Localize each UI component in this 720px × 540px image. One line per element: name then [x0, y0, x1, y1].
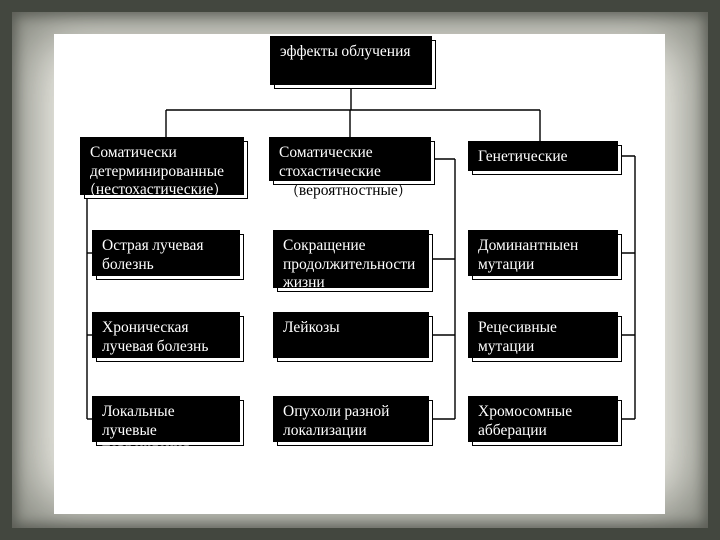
node-1-1: Лейкозы: [273, 312, 429, 358]
node-1-0: Сокращение продолжительности жизни: [273, 230, 429, 288]
node-2-0: Доминантныен мутации: [468, 230, 618, 276]
node-0-0: Острая лучевая болезнь: [92, 230, 240, 276]
diagram-canvas: (вероятностные)эффекты облученияСоматиче…: [54, 34, 665, 514]
node-2-1: Рецесивные мутации: [468, 312, 618, 358]
node-0-1: Хроническая лучевая болезнь: [92, 312, 240, 358]
node-header-1: Соматические стохастические: [269, 137, 431, 181]
node-0-2: Локальные лучевые повреждения: [92, 396, 240, 442]
node-2-2: Хромосомные абберации: [468, 396, 618, 442]
slide-frame: (вероятностные)эффекты облученияСоматиче…: [0, 0, 720, 540]
node-header-2: Генетические: [468, 141, 618, 171]
node-root: эффекты облучения: [270, 36, 432, 85]
node-header-0: Соматически детерминированные (нестохаст…: [80, 137, 244, 195]
node-1-2: Опухоли разной локализации: [273, 396, 429, 442]
